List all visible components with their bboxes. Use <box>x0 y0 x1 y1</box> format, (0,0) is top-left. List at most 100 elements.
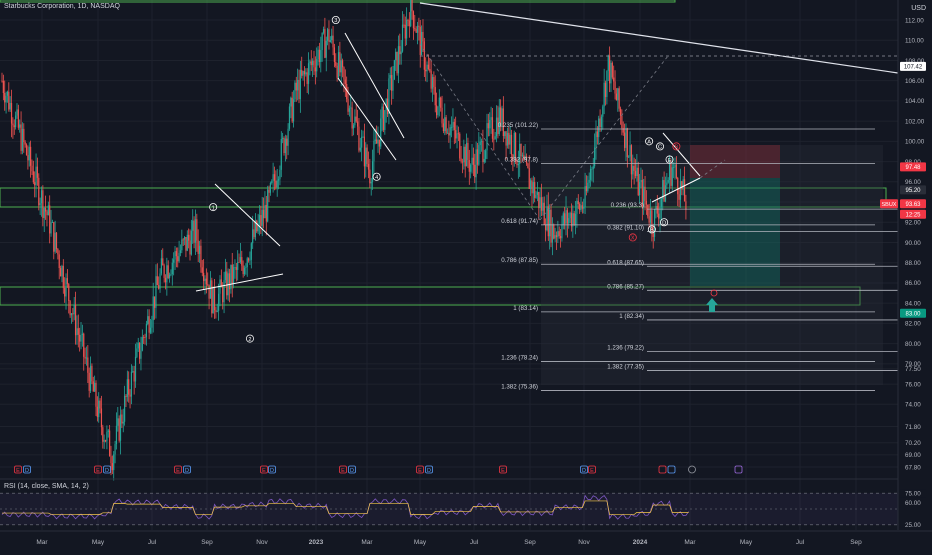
candle-body <box>28 146 30 161</box>
candle-body <box>678 194 680 200</box>
candle-body <box>211 280 213 314</box>
event-flag-text: D <box>582 468 586 474</box>
candle-body <box>265 204 267 222</box>
candle-body <box>215 310 217 312</box>
candle-body <box>171 262 173 275</box>
candle-body <box>89 365 92 391</box>
candle-body <box>611 62 613 78</box>
candle-body <box>460 158 462 162</box>
wave-label-circle <box>672 142 681 151</box>
candle-body <box>98 400 100 418</box>
price-flag-label: 107.42 <box>904 65 923 71</box>
candle-body <box>457 133 459 135</box>
wave-label-text: 1 <box>212 205 215 211</box>
candle-body <box>49 205 51 234</box>
candle-body <box>42 190 44 218</box>
candle-body <box>76 328 78 336</box>
candle-body <box>519 143 521 164</box>
time-tick-label: Jul <box>148 539 157 546</box>
candle-body <box>397 46 400 74</box>
candle-body <box>72 313 74 315</box>
candle-body <box>588 179 590 183</box>
fib-level-label-right: 1 (82.34) <box>619 313 644 320</box>
candle-body <box>222 286 224 303</box>
candle-body <box>421 31 423 55</box>
time-axis[interactable]: Mar May Jul Sep Nov 2023 Mar May Jul Sep Nov 2024 Ma… <box>0 530 932 546</box>
candle-body <box>444 117 446 132</box>
wave-label-text: D <box>662 220 666 226</box>
candle-body <box>482 141 484 163</box>
price-flag <box>900 199 926 209</box>
candle-body <box>459 133 461 159</box>
candle-body <box>158 285 160 289</box>
wave-label-text: A <box>647 140 651 146</box>
candle-body <box>64 287 66 297</box>
candle-body <box>389 75 391 79</box>
price-tick-label: 92.00 <box>905 220 921 227</box>
event-flag <box>734 465 743 474</box>
candle-body <box>632 165 634 175</box>
candle-body <box>617 88 619 101</box>
fib-level-label-right: 1.236 (79.22) <box>607 345 644 352</box>
candle-body <box>256 220 258 232</box>
candle-body <box>624 132 626 148</box>
candle-body <box>446 132 449 134</box>
candle-body <box>643 186 645 208</box>
price-axis[interactable]: 112.00 110.00 108.00 106.00 104.00 102.00 100.… <box>880 0 932 530</box>
price-tick-label: 106.00 <box>905 78 925 85</box>
candle-body <box>261 209 263 226</box>
wave-label-circle <box>372 172 381 181</box>
target-circle <box>710 289 718 297</box>
candle-body <box>434 87 436 106</box>
candle-body <box>629 145 631 157</box>
fib-level-label-right: 0.382 (91.10) <box>607 224 644 231</box>
candle-body <box>474 164 476 178</box>
candle-body <box>580 205 582 210</box>
candle-body <box>621 115 623 129</box>
candle-body <box>253 229 255 238</box>
triangle-upper <box>662 132 701 177</box>
candle-body <box>437 106 439 116</box>
candle-body <box>595 131 597 148</box>
candle-body <box>430 70 432 89</box>
candle-body <box>24 142 26 145</box>
fib-level-label: 0.618 (91.74) <box>501 218 538 225</box>
candle-body <box>562 213 564 225</box>
candle-body <box>128 379 130 395</box>
wave-label-circle <box>628 233 637 242</box>
candle-body <box>152 296 154 321</box>
fib-level-label: 1.236 (78.24) <box>501 354 538 361</box>
price-tick-label: 70.20 <box>905 440 921 447</box>
candle-body <box>32 171 34 183</box>
candle-body <box>55 232 58 249</box>
price-tick-label: 79.00 <box>905 361 921 368</box>
time-tick-label: Mar <box>36 539 48 546</box>
candle-body <box>173 259 175 263</box>
candle-body <box>438 97 440 107</box>
candle-body <box>406 19 408 39</box>
candle-body <box>104 440 107 442</box>
candle-body <box>546 206 548 231</box>
candle-body <box>81 333 83 335</box>
fib-layer: 0.235 (101.22) 0.382 (97.8) 0.618 (91.74) 0… <box>498 122 898 391</box>
candle-body <box>193 220 195 243</box>
price-tick-label: 88.00 <box>905 260 921 267</box>
candle-body <box>555 235 558 238</box>
candle-body <box>83 333 85 357</box>
candle-body <box>366 147 368 164</box>
candle-body <box>275 180 277 188</box>
event-flag-text: E <box>16 468 20 474</box>
candle-body <box>645 200 648 205</box>
candle-body <box>46 211 48 216</box>
candle-body <box>475 149 477 178</box>
candle-body <box>144 337 146 338</box>
candle-body <box>531 180 533 194</box>
price-tick-label: 110.00 <box>905 38 924 45</box>
candle-body <box>198 245 201 254</box>
event-flag-text: E <box>501 468 505 474</box>
candle-body <box>603 82 605 107</box>
candle-body <box>164 277 167 283</box>
candle-body <box>107 430 109 432</box>
